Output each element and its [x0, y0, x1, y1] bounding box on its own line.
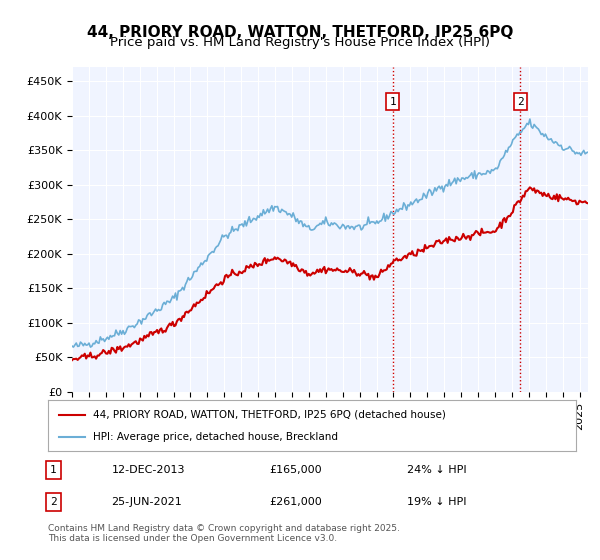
Text: 44, PRIORY ROAD, WATTON, THETFORD, IP25 6PQ (detached house): 44, PRIORY ROAD, WATTON, THETFORD, IP25 … — [93, 409, 446, 419]
Text: 2: 2 — [50, 497, 56, 507]
Text: 24% ↓ HPI: 24% ↓ HPI — [407, 465, 467, 475]
Text: £261,000: £261,000 — [270, 497, 323, 507]
Text: 19% ↓ HPI: 19% ↓ HPI — [407, 497, 467, 507]
Text: Price paid vs. HM Land Registry's House Price Index (HPI): Price paid vs. HM Land Registry's House … — [110, 36, 490, 49]
Text: 12-DEC-2013: 12-DEC-2013 — [112, 465, 185, 475]
Text: 1: 1 — [389, 97, 396, 107]
Text: £165,000: £165,000 — [270, 465, 322, 475]
Text: 44, PRIORY ROAD, WATTON, THETFORD, IP25 6PQ: 44, PRIORY ROAD, WATTON, THETFORD, IP25 … — [87, 25, 513, 40]
Text: 2: 2 — [517, 97, 524, 107]
Text: 25-JUN-2021: 25-JUN-2021 — [112, 497, 182, 507]
Text: Contains HM Land Registry data © Crown copyright and database right 2025.
This d: Contains HM Land Registry data © Crown c… — [48, 524, 400, 543]
Text: HPI: Average price, detached house, Breckland: HPI: Average price, detached house, Brec… — [93, 432, 338, 442]
Text: 1: 1 — [50, 465, 56, 475]
